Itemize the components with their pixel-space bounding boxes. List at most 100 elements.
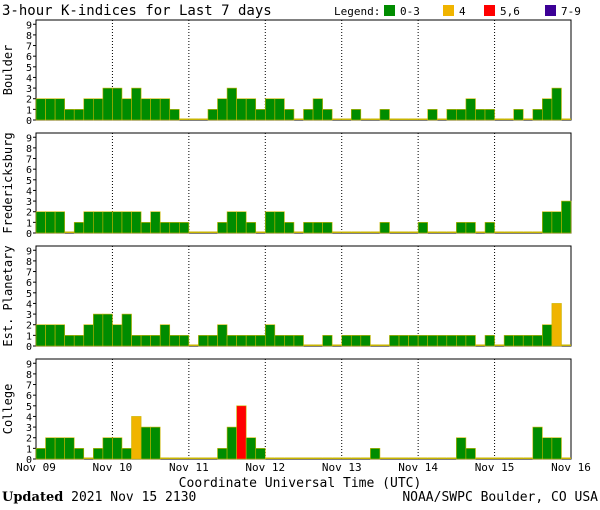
k-index-bar [102, 87, 113, 121]
k-index-bar [35, 448, 46, 460]
y-tick-label: 0 [26, 116, 32, 127]
k-index-bar [379, 457, 390, 459]
k-index-bar [245, 437, 257, 460]
k-index-bar [322, 335, 333, 347]
k-index-bar [456, 222, 467, 234]
k-index-bar [389, 231, 400, 233]
y-tick-label: 5 [26, 63, 32, 74]
k-index-bar [303, 344, 314, 346]
k-index-bar [303, 457, 314, 459]
k-index-bar [351, 231, 361, 233]
k-index-bar [532, 426, 543, 460]
k-index-bar [427, 457, 438, 459]
k-index-bar [284, 457, 294, 459]
k-index-bar [188, 344, 199, 346]
y-tick-label: 7 [26, 381, 32, 392]
k-index-bar [370, 344, 380, 346]
k-index-bar [226, 87, 237, 121]
k-index-bar [523, 231, 533, 233]
k-index-bar [150, 98, 161, 121]
k-index-bar [360, 118, 371, 120]
k-index-bar [350, 109, 362, 121]
k-index-bar [303, 109, 314, 121]
k-index-bar [513, 335, 524, 347]
k-index-bar [427, 231, 438, 233]
y-tick-label: 0 [26, 342, 32, 353]
k-index-bar [418, 457, 428, 459]
k-index-bar [465, 448, 476, 460]
k-index-bar [389, 118, 400, 120]
k-index-bar [131, 335, 142, 347]
k-index-bar [360, 335, 371, 347]
k-index-bar [465, 222, 476, 234]
k-index-bar [179, 457, 189, 459]
k-index-bar [551, 87, 562, 121]
k-index-bar [198, 118, 208, 120]
k-index-bar [417, 222, 428, 234]
k-index-bar [226, 335, 237, 347]
k-index-bar [293, 335, 304, 347]
y-tick-label: 6 [26, 52, 32, 63]
k-index-bar [83, 457, 94, 459]
k-index-bar [245, 222, 257, 234]
k-index-bar [379, 344, 390, 346]
y-tick-label: 3 [26, 310, 32, 321]
k-index-bar [332, 344, 342, 346]
legend-swatch [484, 5, 495, 16]
k-index-bar [484, 222, 495, 234]
y-tick-label: 9 [26, 246, 32, 257]
legend-label: 7-9 [561, 5, 581, 18]
k-index-bar [475, 344, 486, 346]
y-tick-label: 1 [26, 444, 32, 455]
y-tick-label: 0 [26, 455, 32, 466]
k-index-bar [551, 211, 562, 234]
k-index-bar [159, 222, 171, 234]
y-tick-label: 9 [26, 20, 32, 31]
y-tick-label: 4 [26, 186, 32, 197]
k-index-bar [399, 231, 409, 233]
k-index-bar [35, 98, 46, 121]
k-index-bar [150, 335, 161, 347]
k-index-bar [465, 335, 476, 347]
k-index-bar [284, 109, 295, 121]
k-index-bar [73, 222, 85, 234]
k-index-bar [475, 231, 486, 233]
k-index-bar [408, 457, 419, 459]
k-index-bar [140, 98, 151, 121]
k-index-bar [341, 118, 352, 120]
y-tick-label: 4 [26, 412, 32, 423]
k-index-bar [179, 118, 189, 120]
k-index-bar [437, 118, 447, 120]
k-index-bar [274, 335, 285, 347]
k-index-bar [456, 109, 467, 121]
k-index-bar [93, 211, 104, 234]
k-index-bar [245, 335, 257, 347]
k-index-bar [245, 98, 257, 121]
k-index-bar [494, 457, 505, 459]
k-index-bar [561, 118, 571, 120]
k-index-bar [293, 231, 304, 233]
chart-title: 3-hour K-indices for Last 7 days [2, 3, 272, 19]
k-index-bar [121, 313, 132, 347]
k-index-bar [112, 324, 123, 347]
k-index-bar [293, 118, 304, 120]
k-index-bar [217, 324, 228, 347]
y-tick-label: 5 [26, 289, 32, 300]
k-index-bar [255, 109, 266, 121]
x-tick-label: Nov 13 [322, 461, 362, 474]
k-index-bar [169, 109, 180, 121]
legend-label: 5,6 [500, 5, 520, 18]
k-index-bar [398, 335, 409, 347]
k-index-bar [408, 118, 419, 120]
k-index-bar [436, 335, 448, 347]
k-index-bar [503, 335, 514, 347]
k-index-bar [494, 344, 505, 346]
k-index-bar [293, 457, 304, 459]
k-index-bar [313, 344, 323, 346]
k-index-bar [169, 222, 180, 234]
k-index-bar [140, 335, 151, 347]
k-index-bar [332, 457, 342, 459]
k-index-bar [160, 457, 170, 459]
k-index-bar [561, 457, 571, 459]
